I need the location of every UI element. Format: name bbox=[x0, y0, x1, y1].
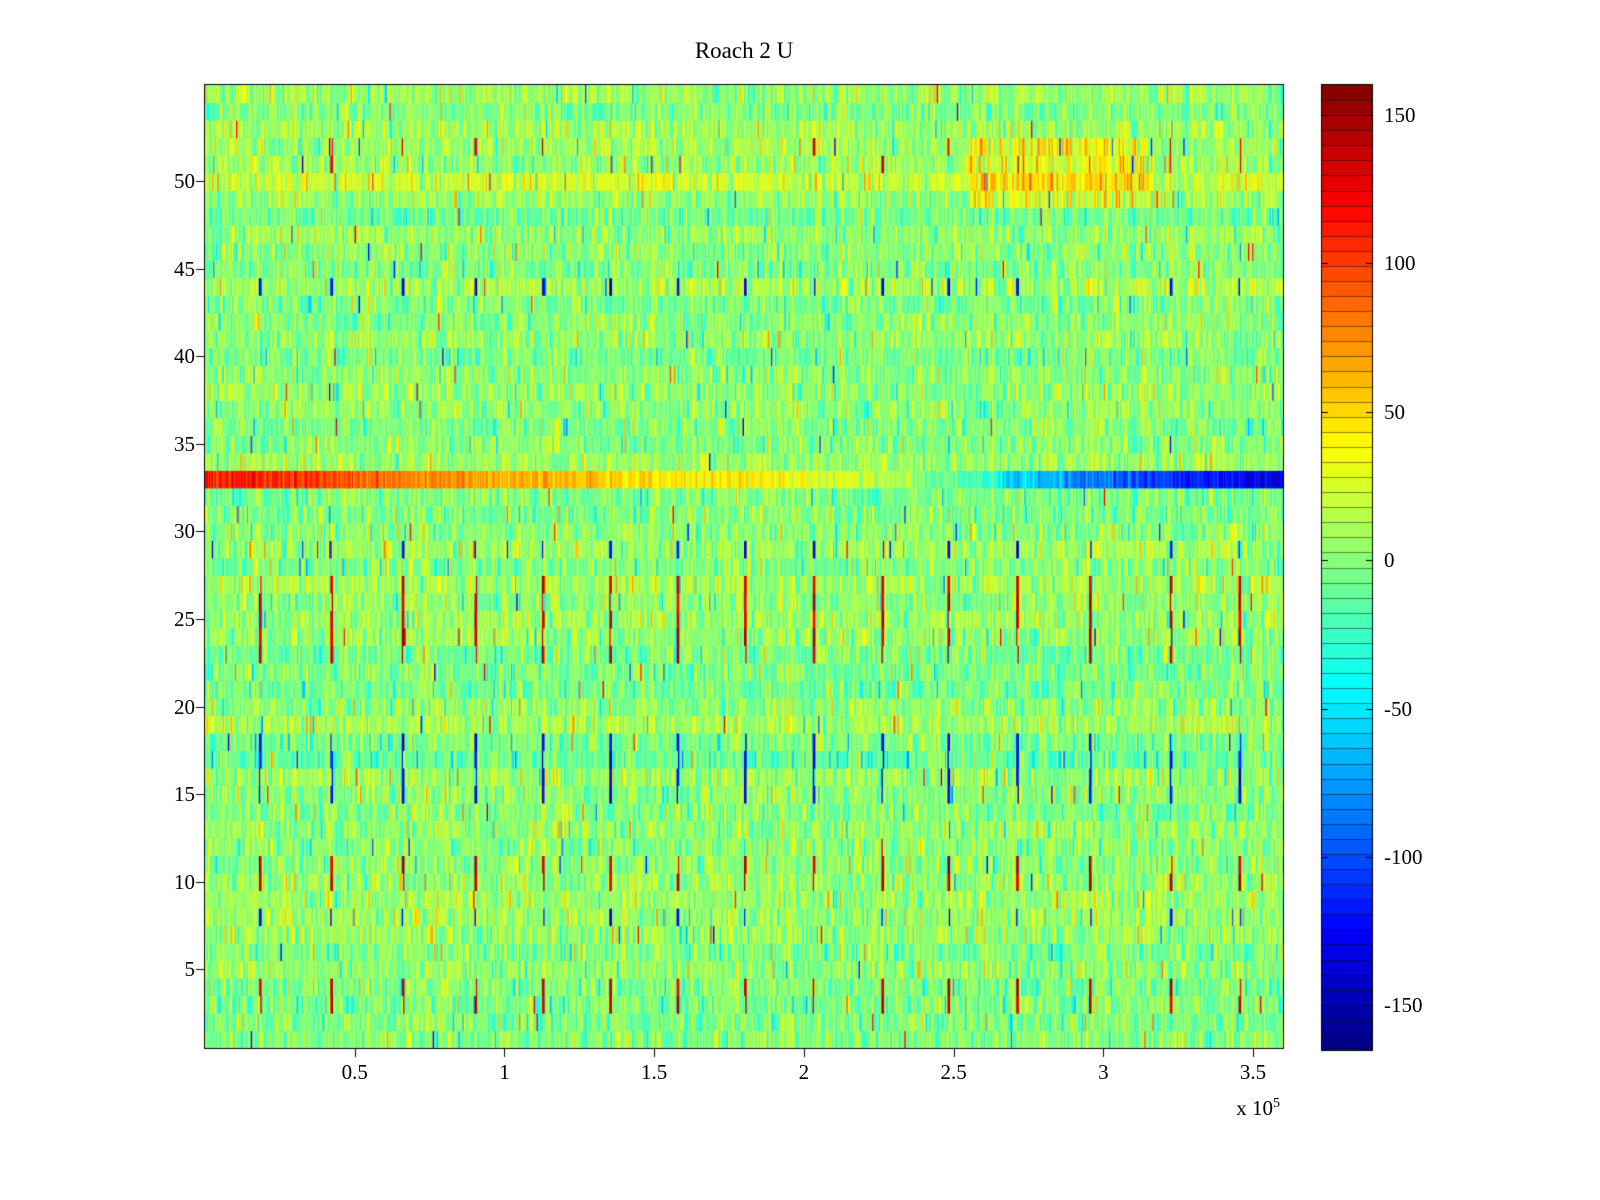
x-tick-label: 1 bbox=[499, 1060, 510, 1084]
x-tick-label: 0.5 bbox=[341, 1060, 368, 1084]
colorbar-tick-label: 0 bbox=[1384, 548, 1395, 573]
y-tick-label: 40 bbox=[174, 344, 195, 369]
y-tick-label: 20 bbox=[174, 694, 195, 719]
x-axis-exponent-label: x 105 bbox=[1130, 1096, 1280, 1121]
colorbar-tick-label: -50 bbox=[1384, 696, 1412, 721]
x-tick-label: 2.5 bbox=[940, 1060, 967, 1084]
x-tick-label: 3.5 bbox=[1239, 1060, 1267, 1084]
x-tick-label: 2 bbox=[798, 1060, 810, 1084]
colorbar-tick-label: 150 bbox=[1384, 102, 1416, 127]
y-tick-label: 25 bbox=[174, 607, 195, 632]
y-tick-label: 35 bbox=[174, 431, 195, 456]
y-tick-label: 10 bbox=[174, 869, 195, 894]
y-tick-label: 45 bbox=[174, 256, 195, 281]
chart-title: Roach 2 U bbox=[694, 38, 794, 63]
y-tick-label: 30 bbox=[174, 519, 195, 544]
x-tick-label: 3 bbox=[1098, 1060, 1109, 1084]
colorbar-tick-label: -100 bbox=[1384, 845, 1423, 869]
y-tick-label: 50 bbox=[174, 169, 195, 194]
x-exponent-power: 5 bbox=[1273, 1096, 1280, 1111]
x-exponent-base: x 10 bbox=[1236, 1096, 1273, 1120]
y-tick-label: 15 bbox=[174, 782, 195, 807]
colorbar-tick-label: 100 bbox=[1384, 251, 1416, 276]
y-tick-label: 5 bbox=[184, 957, 196, 982]
colorbar-tick-label: -150 bbox=[1384, 993, 1423, 1018]
x-tick-label: 1.5 bbox=[641, 1060, 668, 1084]
colorbar-tick-label: 50 bbox=[1384, 399, 1405, 424]
